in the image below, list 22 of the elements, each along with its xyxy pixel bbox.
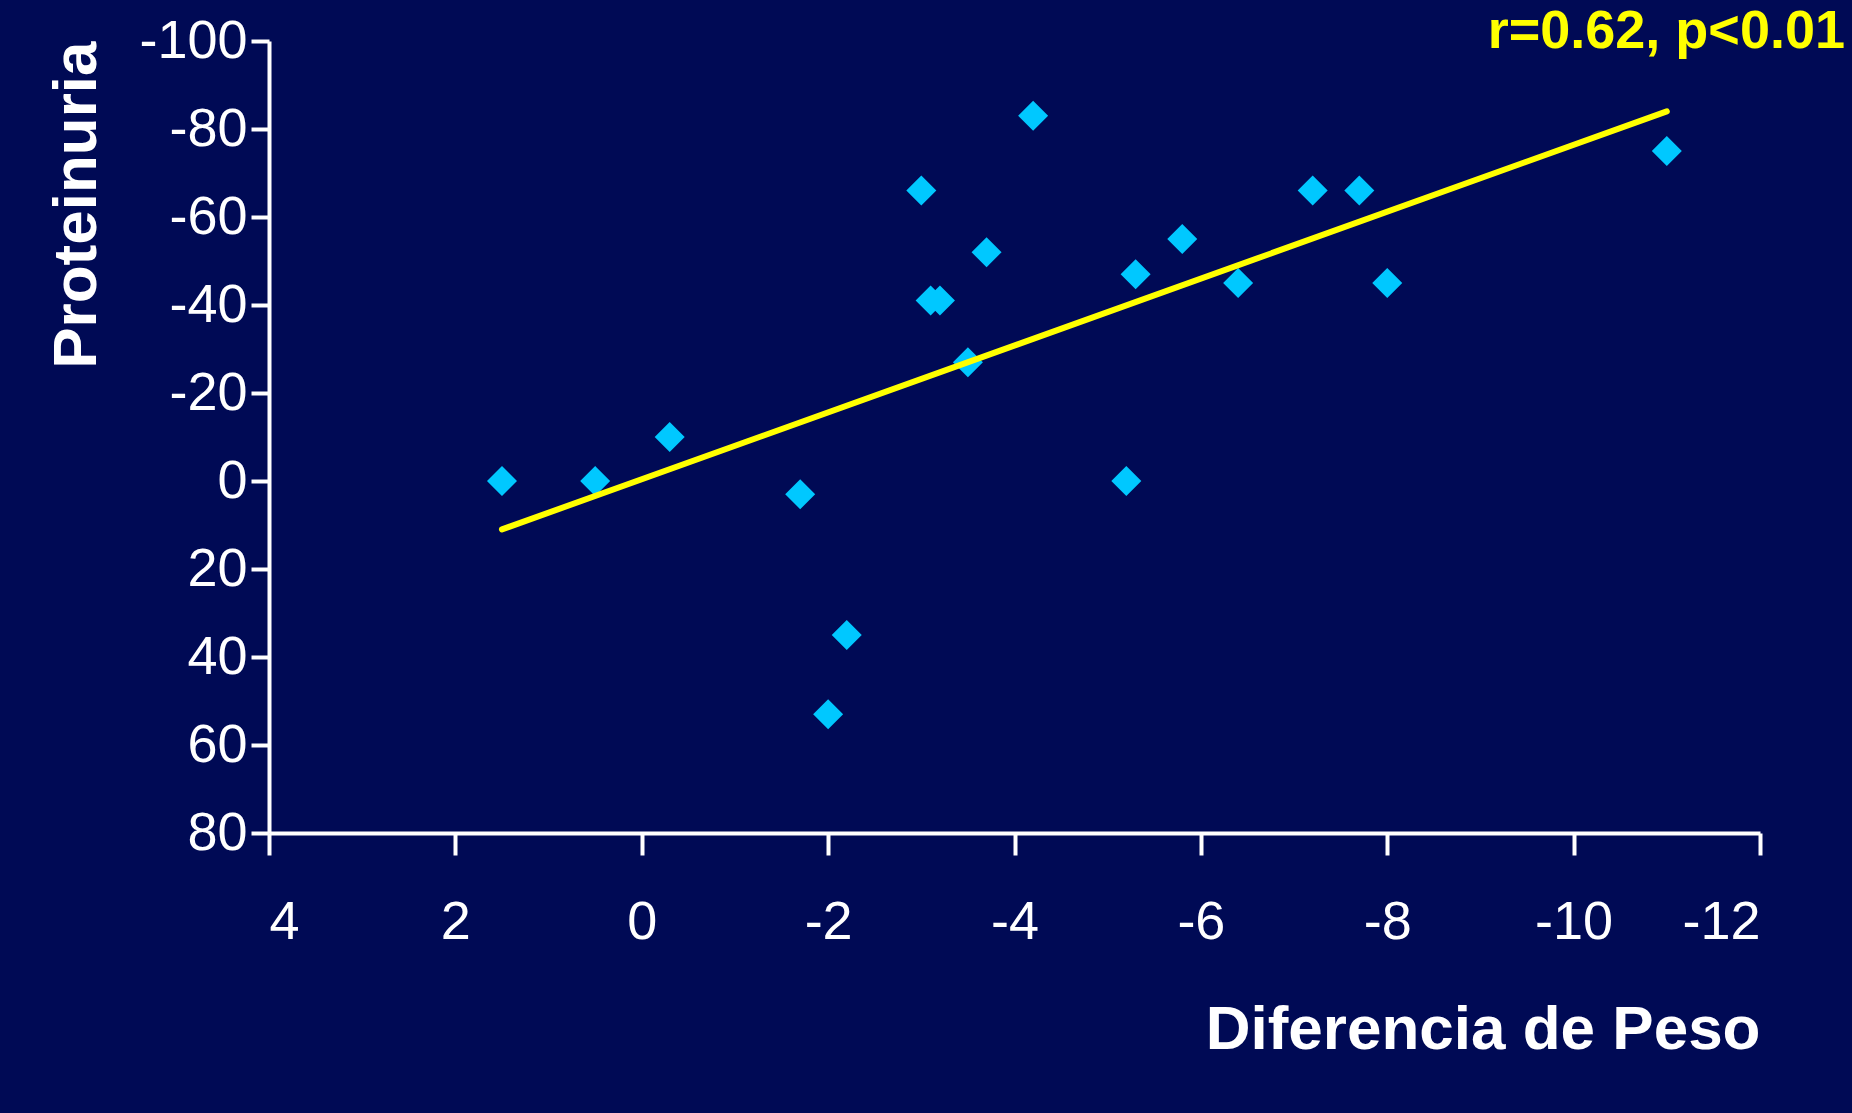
y-tick-label: 40 [187,624,248,685]
y-tick-label: -40 [169,272,248,333]
x-tick-label: 2 [440,889,471,950]
y-tick-label: 80 [187,800,248,861]
y-tick-label: -20 [169,360,248,421]
x-tick-label: -8 [1363,889,1412,950]
x-tick-label: -10 [1535,889,1614,950]
x-axis-title: Diferencia de Peso [1205,992,1761,1062]
y-tick-label: 20 [187,536,248,597]
y-tick-label: -80 [169,96,248,157]
x-tick-label: -2 [804,889,853,950]
annotation: r=0.62, p<0.01 [1487,0,1845,59]
x-tick-label: 4 [269,889,300,950]
y-tick-label: -60 [169,184,248,245]
x-tick-label: -12 [1682,889,1761,950]
x-tick-label: -4 [990,889,1040,950]
y-tick-label: -100 [139,8,248,69]
y-tick-label: 60 [187,712,248,773]
y-tick-label: 0 [217,448,248,509]
x-tick-label: -6 [1177,889,1226,950]
y-axis-title: Proteinuria [40,40,110,369]
x-tick-label: 0 [627,889,658,950]
